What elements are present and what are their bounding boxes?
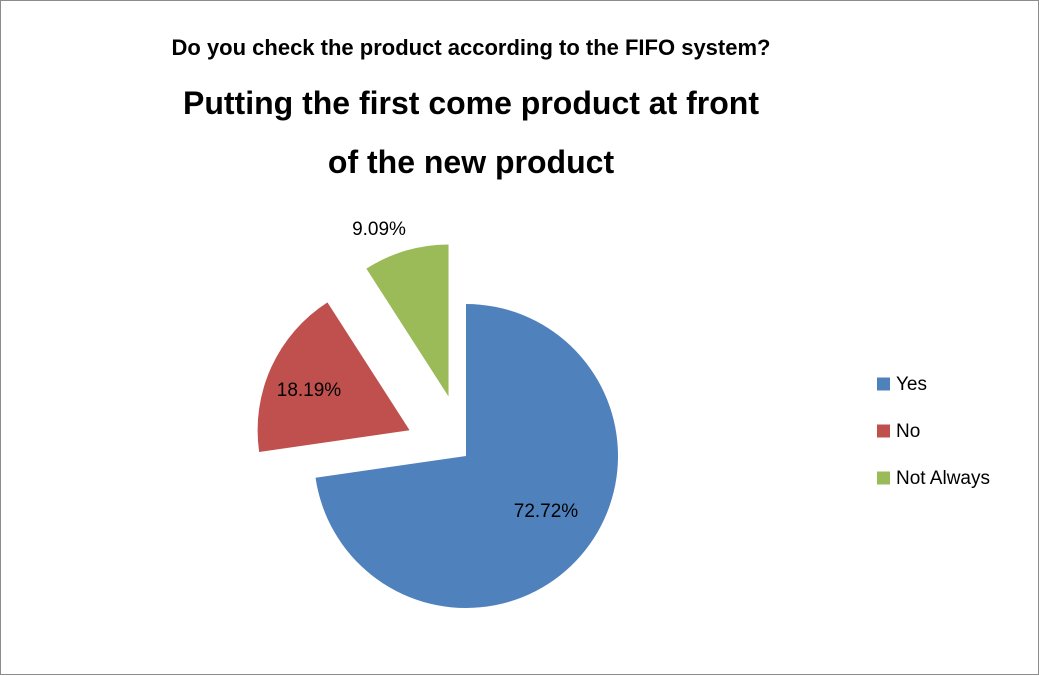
chart-title-line-3: of the new product <box>328 144 615 180</box>
legend-swatch-no <box>877 424 890 438</box>
legend-swatch-yes <box>877 377 890 391</box>
legend-label-no: No <box>896 421 920 442</box>
data-label-yes: 72.72% <box>514 501 579 522</box>
data-label-no: 18.19% <box>277 380 342 401</box>
legend-label-yes: Yes <box>896 374 927 395</box>
legend: Yes No Not Always <box>877 374 990 489</box>
legend-label-not-always: Not Always <box>896 468 990 489</box>
pie-slice-yes <box>315 304 618 608</box>
data-label-not-always: 9.09% <box>352 219 406 240</box>
pie-slice-no <box>257 302 410 452</box>
chart-title-line-2: Putting the first come product at front <box>183 85 759 121</box>
legend-swatch-not-always <box>877 471 890 485</box>
pie-slice-not-always <box>366 244 449 397</box>
chart-title-line-1: Do you check the product according to th… <box>172 35 771 60</box>
pie-plot: 72.72% 18.19% 9.09% <box>257 219 618 608</box>
